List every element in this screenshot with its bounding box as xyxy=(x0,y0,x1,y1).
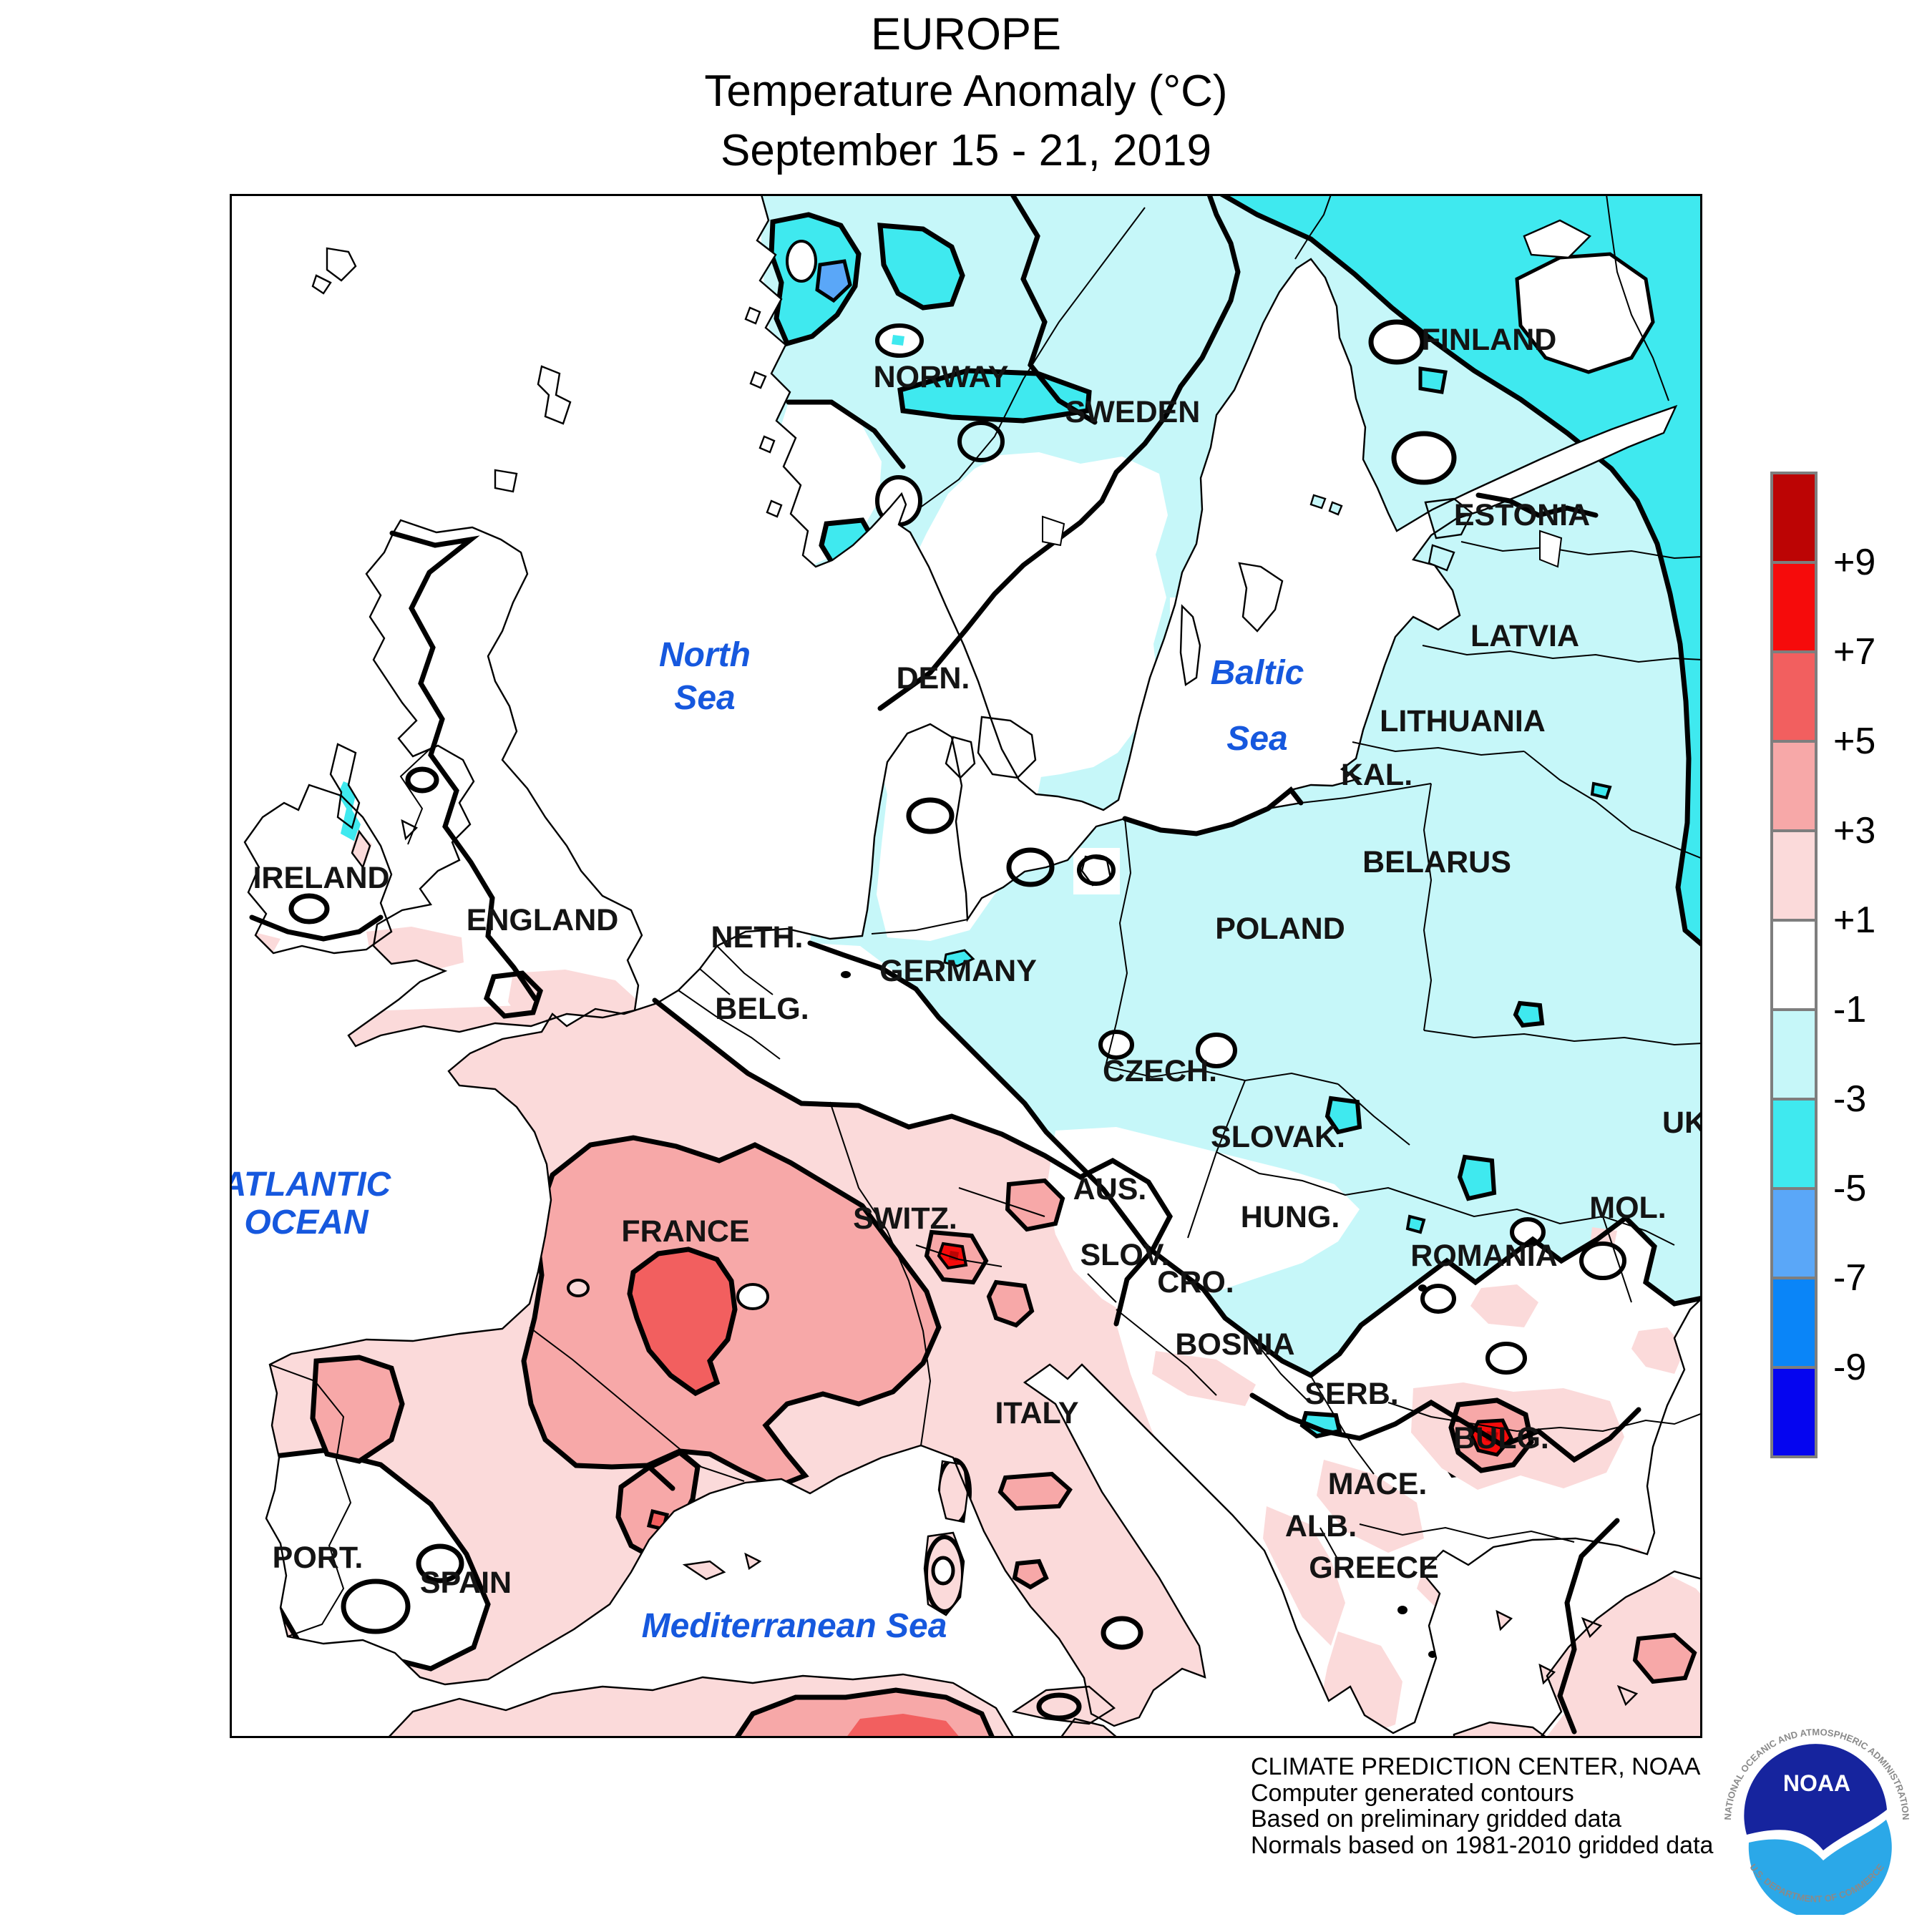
svg-text:GERMANY: GERMANY xyxy=(879,954,1037,988)
svg-text:BOSNIA: BOSNIA xyxy=(1175,1327,1294,1362)
svg-text:GREECE: GREECE xyxy=(1309,1551,1439,1585)
svg-text:OCEAN: OCEAN xyxy=(244,1204,369,1241)
svg-text:IRELAND: IRELAND xyxy=(253,861,389,895)
svg-text:SERB.: SERB. xyxy=(1304,1377,1398,1411)
svg-text:POLAND: POLAND xyxy=(1215,912,1345,946)
svg-text:SPAIN: SPAIN xyxy=(420,1566,512,1600)
svg-text:SLOV.: SLOV. xyxy=(1080,1238,1169,1272)
svg-text:SWITZ.: SWITZ. xyxy=(853,1201,957,1236)
svg-text:ESTONIA: ESTONIA xyxy=(1454,498,1590,532)
svg-text:UK: UK xyxy=(1662,1106,1702,1140)
svg-text:SLOVAK.: SLOVAK. xyxy=(1211,1120,1345,1154)
svg-text:ROMANIA: ROMANIA xyxy=(1410,1239,1557,1273)
svg-text:MOL.: MOL. xyxy=(1589,1191,1666,1225)
svg-text:LITHUANIA: LITHUANIA xyxy=(1380,704,1546,738)
svg-text:PORT.: PORT. xyxy=(273,1541,364,1575)
svg-text:ALB.: ALB. xyxy=(1285,1509,1357,1543)
svg-text:AUS.: AUS. xyxy=(1073,1172,1147,1206)
svg-text:FINLAND: FINLAND xyxy=(1422,323,1557,357)
svg-text:Mediterranean Sea: Mediterranean Sea xyxy=(642,1607,947,1645)
svg-text:NOAA: NOAA xyxy=(1783,1770,1850,1796)
svg-text:CZECH.: CZECH. xyxy=(1103,1054,1217,1088)
svg-text:FRANCE: FRANCE xyxy=(621,1214,749,1249)
svg-text:ATLANTIC: ATLANTIC xyxy=(230,1166,392,1204)
svg-text:DEN.: DEN. xyxy=(897,661,970,696)
svg-text:SWEDEN: SWEDEN xyxy=(1065,395,1201,429)
svg-text:LATVIA: LATVIA xyxy=(1470,619,1579,653)
svg-text:North: North xyxy=(659,636,751,674)
svg-text:BELARUS: BELARUS xyxy=(1362,845,1511,879)
svg-text:NORWAY: NORWAY xyxy=(874,360,1009,394)
svg-text:Sea: Sea xyxy=(674,679,735,717)
svg-text:ITALY: ITALY xyxy=(995,1396,1078,1430)
svg-text:Sea: Sea xyxy=(1226,720,1287,758)
svg-text:Baltic: Baltic xyxy=(1211,654,1304,692)
svg-text:BELG.: BELG. xyxy=(715,992,809,1026)
svg-text:KAL.: KAL. xyxy=(1341,758,1413,792)
svg-text:BULG.: BULG. xyxy=(1453,1421,1549,1455)
svg-text:NETH.: NETH. xyxy=(711,920,804,955)
svg-text:CRO.: CRO. xyxy=(1157,1265,1234,1299)
svg-text:MACE.: MACE. xyxy=(1328,1467,1428,1501)
svg-text:HUNG.: HUNG. xyxy=(1241,1200,1340,1234)
svg-text:ENGLAND: ENGLAND xyxy=(467,903,619,937)
